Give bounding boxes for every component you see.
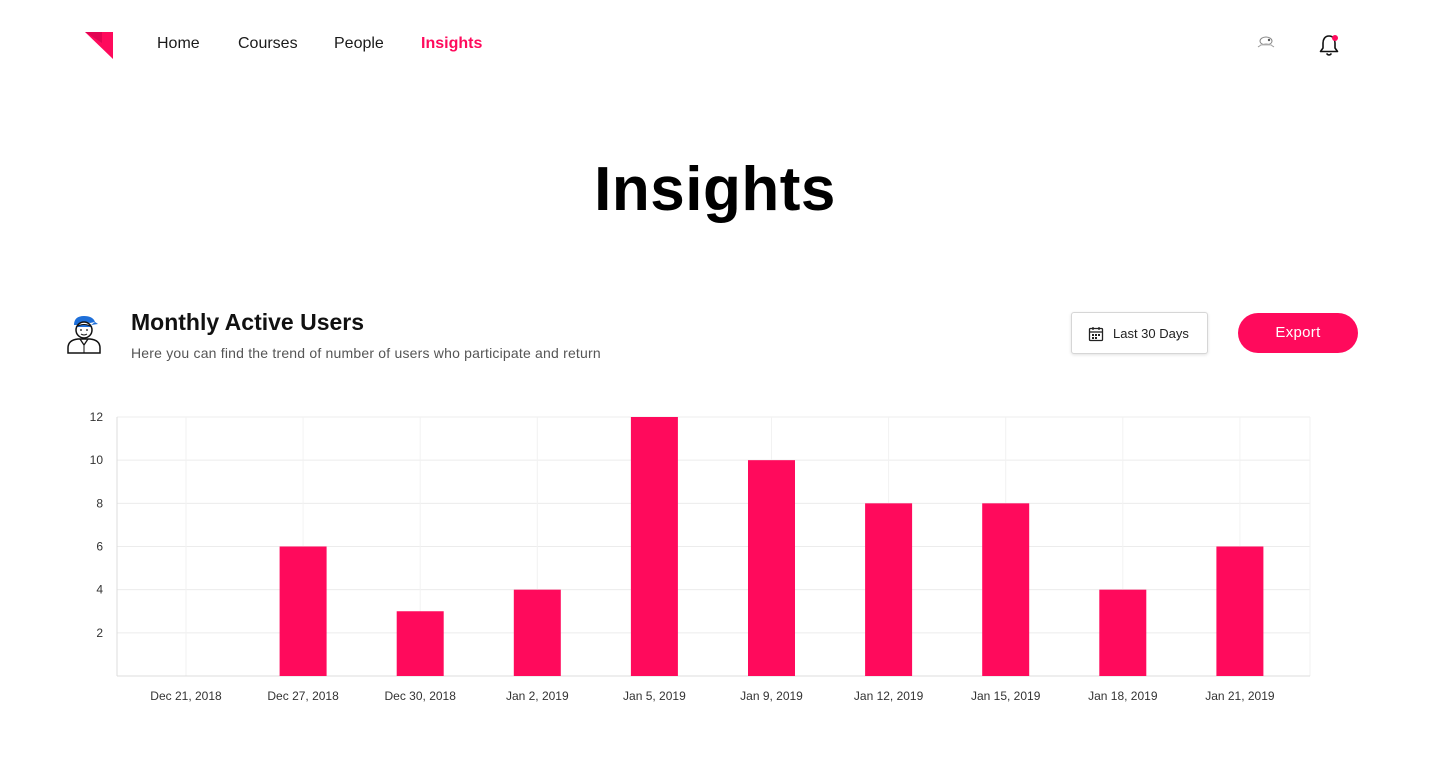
- x-tick-label: Jan 18, 2019: [1088, 689, 1158, 703]
- card-subtitle: Here you can find the trend of number of…: [131, 345, 601, 361]
- x-tick-label: Jan 5, 2019: [623, 689, 686, 703]
- notification-bell-icon[interactable]: [1317, 32, 1341, 58]
- page-title: Insights: [594, 155, 836, 224]
- x-tick-label: Dec 21, 2018: [150, 689, 222, 703]
- notification-dot: [1332, 35, 1338, 41]
- bar: [982, 503, 1030, 676]
- date-range-button[interactable]: Last 30 Days: [1071, 312, 1208, 354]
- y-tick-label: 8: [96, 496, 103, 510]
- bar: [279, 546, 327, 676]
- nav-item-courses[interactable]: Courses: [238, 35, 298, 52]
- card-title: Monthly Active Users: [131, 309, 365, 335]
- bar: [748, 460, 795, 676]
- x-tick-label: Jan 12, 2019: [854, 689, 924, 703]
- x-tick-label: Jan 9, 2019: [740, 689, 803, 703]
- bar: [1216, 546, 1264, 676]
- user-person-icon: [67, 316, 101, 354]
- x-tick-label: Dec 27, 2018: [267, 689, 339, 703]
- y-tick-label: 2: [96, 626, 103, 640]
- bar: [865, 503, 913, 676]
- nav-item-home[interactable]: Home: [157, 35, 200, 52]
- x-tick-label: Dec 30, 2018: [385, 689, 457, 703]
- export-button[interactable]: Export: [1238, 313, 1358, 353]
- monthly-active-users-chart: 2 4 6 8 10 12 Dec 21, 2018 Dec 27, 2018 Dec 30, …: [90, 410, 1311, 703]
- brand-flag-icon[interactable]: [84, 30, 114, 60]
- y-tick-label: 10: [90, 453, 104, 467]
- nav-item-people[interactable]: People: [334, 35, 384, 52]
- x-tick-label: Jan 21, 2019: [1205, 689, 1275, 703]
- y-tick-label: 12: [90, 410, 104, 424]
- date-range-label: Last 30 Days: [1113, 326, 1189, 341]
- y-tick-label: 6: [96, 540, 103, 554]
- bar: [630, 417, 678, 676]
- calendar-icon: [1088, 327, 1104, 342]
- bar: [513, 589, 561, 676]
- x-tick-label: Jan 15, 2019: [971, 689, 1041, 703]
- bar: [396, 611, 444, 676]
- nav-item-insights[interactable]: Insights: [421, 35, 483, 52]
- top-navigation: Home Courses People Insights: [0, 0, 1430, 90]
- bar: [1099, 589, 1147, 676]
- y-tick-label: 4: [96, 583, 103, 597]
- x-tick-label: Jan 2, 2019: [506, 689, 569, 703]
- user-avatar-icon[interactable]: [1254, 33, 1278, 53]
